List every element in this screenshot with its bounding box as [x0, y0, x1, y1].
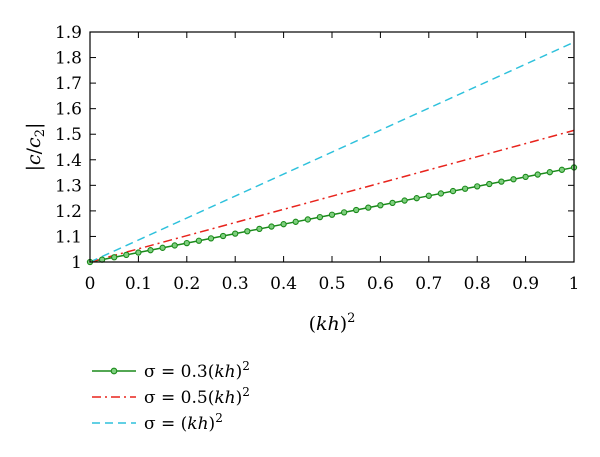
series-1-marker [365, 204, 372, 211]
series-1-marker [437, 190, 445, 197]
series-1-marker [389, 199, 396, 207]
series-1-marker [123, 251, 130, 259]
legend-label: σ = 0.5(kh)2 [144, 385, 250, 408]
y-tick-label: 1.7 [55, 74, 82, 94]
plot-frame [89, 31, 575, 263]
x-tick-label: 0.6 [367, 274, 394, 294]
series-line-2 [89, 129, 575, 263]
series-1-marker [413, 195, 420, 202]
series-1-marker [510, 176, 517, 183]
series-1-marker [135, 249, 142, 256]
series-1-marker [207, 235, 215, 242]
series-1-marker [147, 247, 154, 254]
y-tick-label: 1.8 [55, 49, 82, 69]
series-1-marker [340, 209, 348, 216]
y-tick-label: 1.6 [55, 100, 82, 120]
series-1-marker [534, 171, 541, 178]
series-1-marker [171, 242, 178, 249]
series-1-marker [449, 187, 457, 195]
legend: σ = 0.3(kh)2 σ = 0.5(kh)2 σ = (kh)2 [92, 359, 250, 434]
y-tick-label: 1.1 [55, 227, 82, 247]
series-1-marker [232, 230, 239, 237]
x-tick-label: 1 [569, 274, 580, 294]
series-1-marker [425, 192, 432, 199]
x-tick-label: 0.2 [173, 274, 200, 294]
legend-label: σ = (kh)2 [144, 411, 223, 434]
series-1-marker [377, 202, 384, 209]
legend-label: σ = 0.3(kh)2 [144, 359, 250, 382]
legend-entry-2: σ = 0.5(kh)2 [92, 385, 250, 408]
series-1-marker [159, 244, 166, 251]
x-tick-label: 0 [85, 274, 96, 294]
series-1-marker [498, 178, 505, 185]
x-tick-label: 0.7 [415, 274, 442, 294]
legend-marker [110, 367, 118, 375]
x-tick-label: 0.4 [270, 274, 297, 294]
y-axis-label: |c/c2| [23, 123, 48, 172]
y-tick-label: 1.4 [55, 151, 82, 171]
series-1-marker [256, 225, 263, 233]
legend-entry-1: σ = 0.3(kh)2 [92, 359, 250, 382]
series-1-marker [474, 183, 481, 190]
y-tick-label: 1.2 [55, 202, 82, 222]
series-1-marker [244, 228, 251, 235]
series-1-marker [280, 221, 287, 228]
legend-entry-3: σ = (kh)2 [92, 411, 223, 434]
series-layer [86, 41, 578, 266]
series-1-marker [111, 254, 118, 261]
series-1-marker [183, 239, 190, 247]
series-1-marker [304, 216, 311, 223]
series-1-marker [486, 180, 493, 188]
series-line-3 [89, 41, 575, 263]
x-tick-label: 0.1 [125, 274, 152, 294]
tick-layer: 0 0.1 0.2 0.3 0.4 0.5 0.6 0.7 0.8 0.9 1 1 1.1 1.2 1.3 1… [55, 23, 579, 294]
x-tick-label: 0.8 [464, 274, 491, 294]
series-1-marker [219, 232, 227, 240]
x-tick-label: 0.3 [222, 274, 249, 294]
series-1-marker [328, 211, 336, 218]
series-1-marker [353, 206, 360, 214]
y-tick-label: 1.3 [55, 176, 82, 196]
x-axis-label: (kh)2 [309, 311, 356, 335]
x-tick-label: 0.5 [318, 274, 345, 294]
series-1-marker [292, 218, 299, 225]
y-tick-label: 1.5 [55, 125, 82, 145]
series-1-marker [268, 223, 275, 230]
series-1-marker [546, 169, 553, 176]
series-1-marker [558, 166, 566, 173]
series-1-marker [522, 173, 529, 181]
y-tick-label: 1 [71, 253, 82, 273]
y-tick-label: 1.9 [55, 23, 82, 43]
x-tick-label: 0.9 [512, 274, 539, 294]
series-1-marker [461, 185, 469, 192]
series-1-marker [401, 197, 408, 204]
series-1-marker [316, 213, 324, 221]
series-1-marker [195, 237, 203, 244]
